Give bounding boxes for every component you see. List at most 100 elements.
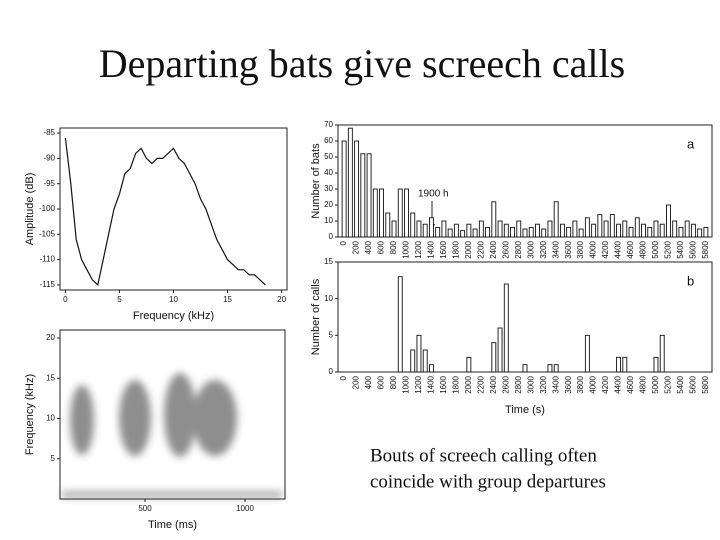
x-tick-label: 5800 <box>701 375 710 393</box>
y-tick-label: 15 <box>324 257 333 266</box>
bar <box>559 223 565 238</box>
x-tick-label: 2000 <box>464 375 473 393</box>
bar <box>547 220 553 238</box>
bar <box>491 342 497 373</box>
bar <box>535 223 540 238</box>
y-tick-label: 20 <box>324 200 333 209</box>
bar <box>591 223 597 238</box>
x-tick-label: 1000 <box>402 240 411 258</box>
x-tick-label: 1400 <box>427 375 436 393</box>
bar <box>566 226 572 238</box>
y-axis-label: Amplitude (dB) <box>24 173 36 246</box>
bar <box>404 188 409 238</box>
x-tick-label: 2200 <box>476 375 485 393</box>
bar <box>616 223 622 238</box>
x-tick-label: 0 <box>63 295 68 304</box>
x-tick-label: 2200 <box>476 240 485 258</box>
x-tick-label: 3200 <box>539 375 548 393</box>
x-tick-label: 3600 <box>564 240 573 258</box>
bar <box>672 220 678 238</box>
bar <box>609 214 615 238</box>
y-tick-label: 10 <box>324 294 333 303</box>
bar <box>522 228 528 238</box>
bar <box>510 226 515 238</box>
bar <box>541 228 547 238</box>
bar <box>410 212 416 238</box>
panel-label: a <box>687 136 695 151</box>
bar <box>553 201 559 238</box>
bar <box>553 364 559 373</box>
bar <box>485 226 491 238</box>
bar <box>428 364 434 373</box>
x-tick-label: 5800 <box>701 240 710 258</box>
x-tick-label: 4800 <box>639 375 648 393</box>
x-tick-label: 3800 <box>576 240 585 258</box>
bar <box>478 220 484 238</box>
bar <box>453 223 459 238</box>
x-tick-label: 500 <box>138 504 152 513</box>
x-tick-label: 400 <box>364 375 373 389</box>
y-tick-label: 5 <box>329 330 334 339</box>
x-tick-label: 4800 <box>639 240 648 258</box>
x-tick-label: 3400 <box>551 375 560 393</box>
bar <box>659 334 665 373</box>
bar <box>641 223 646 238</box>
bar <box>584 217 590 238</box>
x-tick-label: 4600 <box>626 240 635 258</box>
bar <box>435 226 441 238</box>
y-tick-label: -115 <box>40 280 56 289</box>
bar <box>416 334 422 373</box>
y-tick-label: 70 <box>324 120 333 129</box>
x-tick-label: 800 <box>389 375 398 389</box>
bar <box>572 220 578 238</box>
y-tick-label: 0 <box>329 232 334 241</box>
x-tick-label: 5400 <box>676 375 685 393</box>
bar <box>659 223 665 238</box>
bar <box>397 276 403 373</box>
x-axis-label: Frequency (kHz) <box>133 310 214 322</box>
y-tick-label: 10 <box>324 216 333 225</box>
bar <box>447 228 453 238</box>
x-tick-label: 1600 <box>439 240 448 258</box>
x-tick-label: 200 <box>352 375 361 389</box>
x-tick-label: 3000 <box>526 375 535 393</box>
bar <box>653 220 659 238</box>
bar <box>703 226 709 238</box>
x-tick-label: 5600 <box>689 240 698 258</box>
bar <box>497 220 503 238</box>
y-tick-label: -105 <box>39 229 56 238</box>
y-tick-label: -85 <box>43 128 55 137</box>
x-tick-label: 2400 <box>489 240 498 258</box>
bar <box>385 212 391 238</box>
x-tick-label: 5200 <box>664 375 673 393</box>
x-tick-label: 600 <box>377 240 386 254</box>
bar <box>503 283 509 373</box>
y-tick-label: -110 <box>40 255 56 264</box>
panel-label: b <box>687 273 694 288</box>
x-tick-label: 800 <box>389 240 398 254</box>
x-tick-label: 2800 <box>514 375 523 393</box>
x-tick-label: 1000 <box>402 375 411 393</box>
bar <box>397 188 403 238</box>
x-tick-label: 4200 <box>601 375 610 393</box>
bar <box>341 140 347 238</box>
bar <box>628 226 634 238</box>
bar <box>503 223 509 238</box>
bar <box>360 153 366 238</box>
x-tick-label: 5000 <box>651 240 660 258</box>
bar <box>622 220 628 238</box>
bar <box>522 364 528 373</box>
x-tick-label: 5600 <box>689 375 698 393</box>
bar <box>497 327 503 373</box>
bar <box>690 223 696 238</box>
x-tick-label: 0 <box>339 240 348 245</box>
bar <box>354 140 360 238</box>
bar <box>697 228 703 238</box>
x-tick-label: 400 <box>364 240 373 254</box>
bar <box>584 334 590 373</box>
bar <box>547 364 553 373</box>
bar <box>666 204 671 238</box>
x-tick-label: 600 <box>377 375 386 389</box>
bar <box>516 220 522 238</box>
